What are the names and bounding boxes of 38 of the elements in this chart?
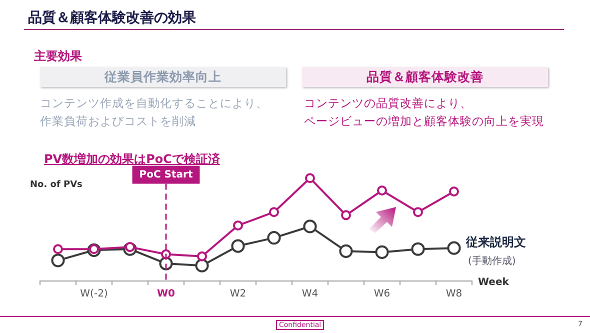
ref-line-label: PoC Start (139, 169, 193, 180)
point (51, 254, 65, 268)
chart-title: 品質＆顧客体験改善の効果 (28, 9, 196, 27)
point (53, 244, 63, 254)
text: PV数増加の効果はPoCで検証済 (44, 151, 220, 168)
point (447, 241, 461, 255)
x-axis-title: Week (478, 277, 509, 288)
text: コンテンツの品質改善により、 (304, 96, 472, 111)
point (375, 245, 389, 259)
point (377, 185, 387, 196)
point (339, 244, 353, 258)
series-label: 従来説明文 (465, 235, 526, 250)
point (197, 251, 207, 262)
x-tick-label: W8 (446, 288, 462, 300)
x-tick-label: W4 (302, 288, 318, 300)
x-tick-label: W0 (157, 288, 176, 300)
x-tick-label: W(-2) (80, 288, 108, 300)
x-tick-label: W2 (230, 288, 246, 300)
point (305, 173, 315, 184)
point (449, 186, 459, 197)
text: コンテンツ作成を自動化することにより、 (40, 96, 268, 111)
text: 従業員作業効率向上 (40, 67, 286, 87)
text: ページビューの増加と顧客体験の向上を実現 (304, 114, 544, 129)
text: 主要効果 (34, 48, 82, 65)
x-tick-label: W6 (374, 288, 390, 300)
point (195, 258, 209, 272)
point (341, 210, 351, 220)
y-axis-title: No. of PVs (30, 180, 82, 190)
point (231, 239, 245, 253)
point (267, 231, 281, 245)
point (413, 207, 423, 218)
annotation: (手動作成) (468, 254, 516, 268)
point (233, 220, 243, 230)
point (303, 220, 317, 234)
point (269, 207, 279, 218)
point (411, 242, 425, 256)
text: 品質＆顧客体験改善 (302, 67, 548, 87)
text: 作業負荷およびコストを削減 (40, 114, 196, 129)
